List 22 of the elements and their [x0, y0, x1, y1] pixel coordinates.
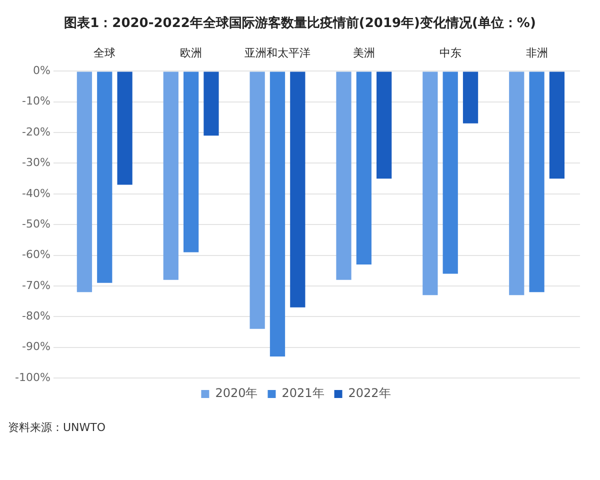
text: 资料来源：UNWTO — [8, 420, 107, 435]
y-tick-label: 0% — [32, 64, 50, 78]
legend-label: 2020年 — [215, 386, 258, 400]
y-tick-label: -100% — [14, 370, 50, 384]
y-tick-label: -60% — [22, 248, 50, 262]
legend-label: 2022年 — [348, 386, 391, 400]
x-tick-label: 非洲 — [526, 46, 548, 60]
legend-label: 2021年 — [282, 386, 324, 400]
y-tick-label: -70% — [22, 278, 50, 292]
y-tick-label: -80% — [22, 310, 50, 322]
y-tick-label: -20% — [22, 125, 50, 138]
y-tick-label: -10% — [22, 94, 50, 108]
y-tick-label: -30% — [22, 156, 50, 170]
x-tick-label: 美洲 — [352, 46, 375, 60]
y-tick-label: -90% — [22, 340, 50, 354]
y-tick-label: -50% — [22, 217, 50, 230]
y-tick-label: -40% — [22, 186, 50, 200]
x-tick-label: 中东 — [439, 46, 462, 60]
x-tick-label: 全球 — [94, 46, 116, 60]
x-tick-label: 亚洲和太平洋 — [244, 46, 310, 60]
x-tick-label: 欧洲 — [180, 46, 202, 60]
chart-title: 图表1：2020-2022年全球国际游客数量比疫情前(2019年)变化情况(单位：%) — [63, 14, 537, 32]
